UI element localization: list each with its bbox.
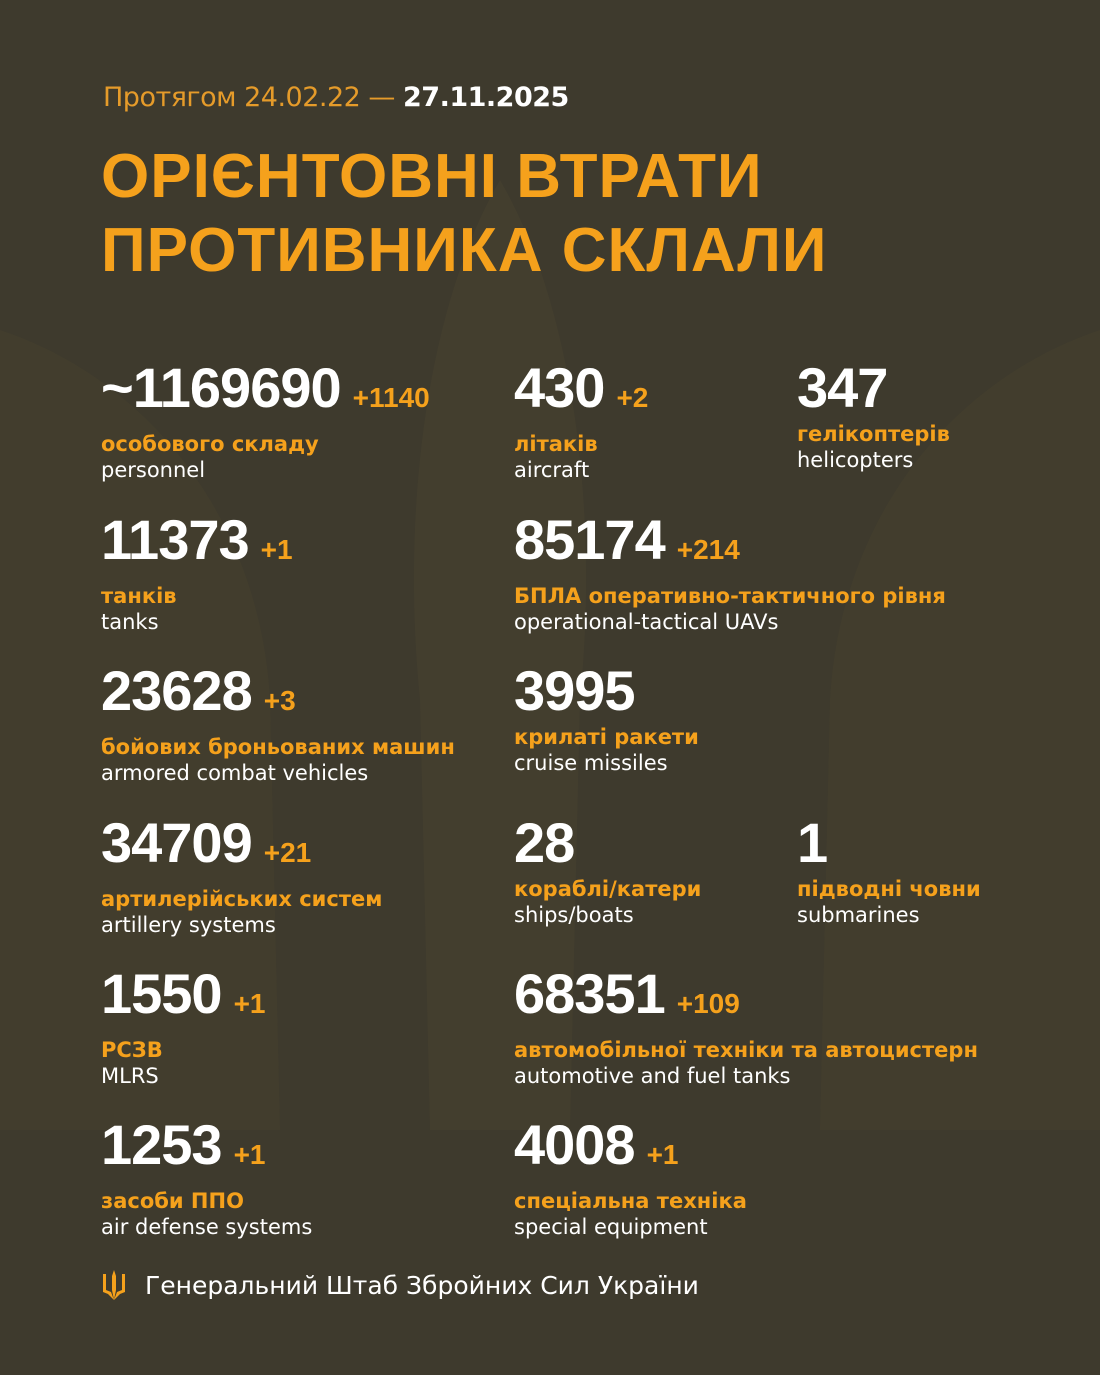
stat-label-en: armored combat vehicles — [101, 761, 369, 785]
stat-total: 68351 — [514, 962, 666, 1025]
stat-total: 23628 — [101, 659, 253, 722]
stat-air-defense-systems: 1253 +1 засоби ППО air defense systems — [101, 1117, 313, 1240]
stat-label-en: helicopters — [797, 448, 914, 472]
stat-label-en: automotive and fuel tanks — [514, 1064, 791, 1088]
stat-tanks: 11373 +1 танків tanks — [101, 512, 293, 635]
stat-automotive-and-fuel-tanks: 68351 +109 автомобільної техніки та автоц… — [514, 966, 978, 1089]
trident-icon — [103, 1270, 125, 1300]
stat-label-ua: особового складу — [101, 432, 319, 456]
stat-ships-boats: 28 кораблі/катери ships/boats — [514, 815, 702, 928]
stat-label-ua: спеціальна техніка — [514, 1189, 747, 1213]
stat-total: 4008 — [514, 1113, 636, 1176]
stat-value: 34709 +21 — [101, 815, 382, 881]
stat-label-ua: артилерійських систем — [101, 887, 383, 911]
stat-label-ua: крилаті ракети — [514, 725, 699, 749]
stat-label-en: special equipment — [514, 1215, 708, 1239]
stat-total: 11373 — [101, 508, 250, 571]
stat-total: 28 — [514, 811, 575, 874]
stat-delta: +214 — [676, 534, 740, 565]
stat-value: 347 — [797, 360, 950, 416]
stat-label-ua: кораблі/катери — [514, 877, 702, 901]
stat-label-en: operational-tactical UAVs — [514, 610, 779, 634]
stat-value: 85174 +214 — [514, 512, 946, 578]
period-range: Протягом 24.02.22 — 27.11.2025 — [103, 82, 569, 113]
footer-text: Генеральний Штаб Збройних Сил України — [145, 1270, 699, 1300]
stat-delta: +1 — [233, 1139, 266, 1170]
stat-total: 1 — [797, 811, 828, 874]
stat-label-ua: засоби ППО — [101, 1189, 244, 1213]
period-end: 27.11.2025 — [403, 82, 569, 113]
stat-label-en: aircraft — [514, 458, 590, 482]
stat-label-ua: БПЛА оперативно-тактичного рівня — [514, 584, 946, 608]
stat-value: 23628 +3 — [101, 663, 455, 729]
stat-label-en: MLRS — [101, 1064, 159, 1088]
stat-label-ua: підводні човни — [797, 877, 981, 901]
stat-delta: +109 — [676, 988, 740, 1019]
stat-label-en: personnel — [101, 458, 206, 482]
stat-label-en: submarines — [797, 903, 920, 927]
stat-operational-tactical-uavs: 85174 +214 БПЛА оперативно-тактичного рів… — [514, 512, 946, 635]
stat-delta: +3 — [263, 685, 296, 716]
stat-helicopters: 347 гелікоптерів helicopters — [797, 360, 950, 473]
stat-label-ua: автомобільної техніки та автоцистерн — [514, 1038, 978, 1062]
stat-total: 3995 — [514, 659, 636, 722]
page-title: ОРІЄНТОВНІ ВТРАТИ ПРОТИВНИКА СКЛАЛИ — [101, 140, 827, 288]
stat-value: 430 +2 — [514, 360, 648, 426]
title-line-1: ОРІЄНТОВНІ ВТРАТИ — [101, 142, 763, 211]
stat-value: 11373 +1 — [101, 512, 293, 578]
stat-artillery-systems: 34709 +21 артилерійських систем artillery… — [101, 815, 383, 938]
stat-delta: +1 — [646, 1139, 679, 1170]
footer: Генеральний Штаб Збройних Сил України — [101, 1270, 699, 1300]
stat-total: 1253 — [101, 1113, 223, 1176]
stat-value: 1 — [797, 815, 981, 871]
stat-value: 68351 +109 — [514, 966, 978, 1032]
stat-mlrs: 1550 +1 РСЗВ MLRS — [101, 966, 266, 1089]
stat-label-ua: РСЗВ — [101, 1038, 163, 1062]
stat-value: ~1169690 +1140 — [101, 360, 430, 426]
stat-label-ua: літаків — [514, 432, 598, 456]
stat-value: 3995 — [514, 663, 699, 719]
stat-label-en: tanks — [101, 610, 159, 634]
stat-submarines: 1 підводні човни submarines — [797, 815, 981, 928]
title-line-2: ПРОТИВНИКА СКЛАЛИ — [101, 216, 828, 285]
stat-total: ~1169690 — [101, 356, 342, 419]
stat-delta: +2 — [616, 382, 649, 413]
stat-personnel: ~1169690 +1140 особового складу personnel — [101, 360, 430, 483]
stat-delta: +1140 — [352, 382, 430, 413]
stat-value: 28 — [514, 815, 701, 871]
stat-total: 34709 — [101, 811, 253, 874]
stat-aircraft: 430 +2 літаків aircraft — [514, 360, 648, 483]
stat-total: 85174 — [514, 508, 666, 571]
stat-cruise-missiles: 3995 крилаті ракети cruise missiles — [514, 663, 699, 776]
stat-label-en: artillery systems — [101, 913, 276, 937]
stat-total: 1550 — [101, 962, 223, 1025]
stat-special-equipment: 4008 +1 спеціальна техніка special equipm… — [514, 1117, 747, 1240]
stat-label-ua: танків — [101, 584, 177, 608]
stat-label-ua: гелікоптерів — [797, 422, 950, 446]
stat-armored-combat-vehicles: 23628 +3 бойових броньованих машин armore… — [101, 663, 455, 786]
stat-label-en: ships/boats — [514, 903, 634, 927]
stat-value: 4008 +1 — [514, 1117, 747, 1183]
stat-value: 1253 +1 — [101, 1117, 312, 1183]
stat-label-en: air defense systems — [101, 1215, 313, 1239]
stat-value: 1550 +1 — [101, 966, 266, 1032]
stat-delta: +1 — [260, 534, 293, 565]
stat-label-ua: бойових броньованих машин — [101, 735, 455, 759]
stat-delta: +1 — [233, 988, 266, 1019]
stat-total: 347 — [797, 356, 888, 419]
stat-delta: +21 — [263, 837, 312, 868]
stat-label-en: cruise missiles — [514, 751, 668, 775]
stat-total: 430 — [514, 356, 605, 419]
period-start: Протягом 24.02.22 — — [103, 82, 395, 113]
